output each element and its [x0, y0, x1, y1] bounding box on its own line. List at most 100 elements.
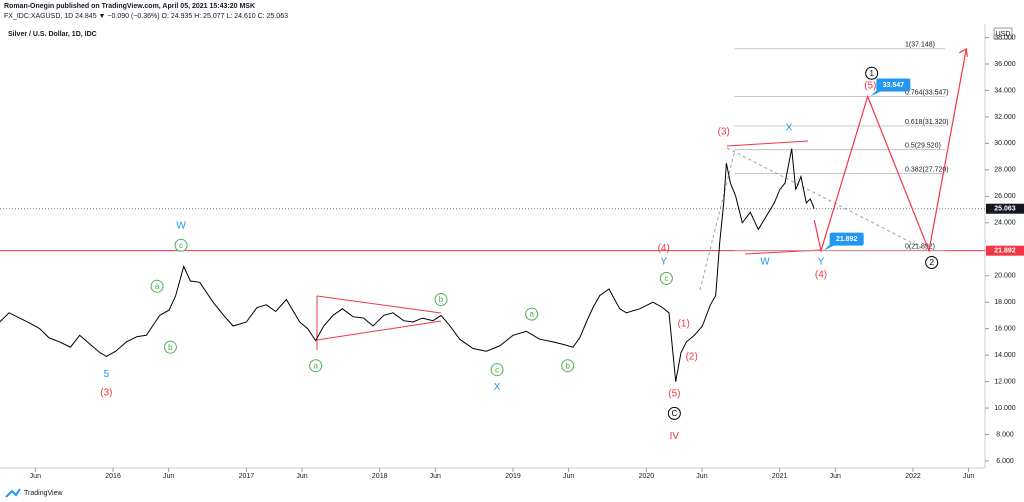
callout-box — [829, 232, 864, 246]
callout-label: 33.547 — [883, 82, 905, 89]
price-line — [0, 148, 815, 382]
wave-label: a — [313, 361, 318, 370]
wave-label: c — [179, 241, 183, 250]
x-tick-label: Jun — [830, 473, 841, 480]
callout-pointer — [823, 242, 836, 251]
fib-label: 0(21.892) — [905, 244, 935, 251]
wave-circle — [150, 279, 164, 293]
last-price-tag — [986, 203, 1024, 214]
y-axis-label: USD — [996, 31, 1011, 38]
wave-circle — [490, 363, 504, 377]
wave-circle — [667, 406, 681, 420]
wave-label: (1) — [678, 319, 690, 330]
wave-label: Y — [660, 256, 667, 267]
projection — [813, 48, 967, 254]
wave-circle — [659, 271, 673, 285]
x-tick-label: Jun — [430, 473, 441, 480]
fib-label: 0.764(33.547) — [905, 89, 949, 96]
wave-label: b — [565, 361, 570, 370]
triangle-upper — [316, 295, 442, 314]
level-tag — [986, 245, 1024, 256]
trend-line — [699, 149, 736, 291]
wave-label: a — [155, 282, 160, 291]
wave-label: 2 — [929, 258, 934, 267]
y-tick-label: 14.000 — [994, 352, 1016, 359]
y-tick-label: 10.000 — [994, 405, 1016, 412]
y-axis-label-box — [993, 27, 1013, 40]
arrow-head — [959, 47, 968, 57]
x-tick-label: Jun — [296, 473, 307, 480]
wave-label: (5) — [668, 389, 680, 400]
wave-label: b — [168, 343, 173, 352]
y-tick-label: 24.000 — [994, 220, 1016, 227]
wave-label: C — [671, 409, 677, 418]
y-tick-label: 28.000 — [994, 167, 1016, 174]
x-tick-label: 2017 — [239, 473, 255, 480]
wave-label: c — [664, 274, 668, 283]
wave-label: X — [786, 123, 793, 134]
wave-label: (4) — [815, 270, 827, 281]
wave-label: a — [529, 310, 534, 319]
wave-label: (2) — [686, 352, 698, 363]
wave-label: (3) — [718, 127, 730, 138]
y-tick-label: 20.000 — [994, 273, 1016, 280]
x-tick-label: Jun — [563, 473, 574, 480]
wave-label: 1 — [869, 69, 874, 78]
quote-line: FX_IDC:XAGUSD, 1D 24.845 ▼ −0.090 (−0.36… — [4, 13, 288, 20]
trend-line — [726, 147, 931, 253]
wave-label: (5) — [864, 80, 876, 91]
chart-title: Silver / U.S. Dollar, 1D, IDC — [8, 31, 97, 38]
x-tick-label: 2018 — [372, 473, 388, 480]
wave-label: W — [760, 256, 770, 267]
y-tick-label: 32.000 — [994, 114, 1016, 121]
y-tick-label: 8.000 — [996, 431, 1014, 438]
wave-circle — [163, 340, 177, 354]
triangle-upper — [726, 140, 809, 147]
wave-label: Y — [818, 256, 825, 267]
logo-icon — [5, 488, 21, 498]
x-tick-label: Jun — [163, 473, 174, 480]
y-tick-label: 36.000 — [994, 61, 1016, 68]
logo: TradingView — [5, 488, 63, 498]
x-tick-label: 2020 — [639, 473, 655, 480]
wave-label: X — [494, 382, 501, 393]
fib-label: 0.5(29.520) — [905, 143, 941, 150]
y-tick-label: 26.000 — [994, 193, 1016, 200]
wave-label: IV — [670, 431, 680, 442]
wave-label: 5 — [104, 369, 110, 380]
x-tick-label: Jun — [696, 473, 707, 480]
fib-label: 1(37.148) — [905, 42, 935, 49]
y-tick-label: 6.000 — [996, 458, 1014, 465]
wave-label: (4) — [658, 243, 670, 254]
wave-label: b — [439, 295, 444, 304]
x-tick-label: 2019 — [505, 473, 521, 480]
y-tick-label: 30.000 — [994, 140, 1016, 147]
callout-pointer — [870, 88, 883, 97]
wave-label: c — [495, 365, 499, 374]
wave-label: W — [176, 221, 186, 232]
callout-box — [876, 78, 911, 92]
y-tick-label: 12.000 — [994, 378, 1016, 385]
wave-circle — [309, 359, 323, 373]
wave-label: (3) — [100, 387, 112, 398]
callout-label: 21.892 — [836, 236, 858, 243]
y-tick-label: 18.000 — [994, 299, 1016, 306]
x-tick-label: 2021 — [772, 473, 788, 480]
triangle-lower — [316, 320, 442, 341]
x-tick-label: Jun — [963, 473, 974, 480]
wave-circle — [434, 293, 448, 307]
level-tag-label: 21.892 — [994, 248, 1016, 255]
wave-circle — [174, 238, 188, 252]
y-tick-label: 16.000 — [994, 325, 1016, 332]
x-tick-label: 2016 — [105, 473, 121, 480]
y-tick-label: 38.000 — [994, 34, 1016, 41]
x-tick-label: 2022 — [905, 473, 921, 480]
fib-label: 0.382(27.720) — [905, 166, 949, 173]
x-tick-label: Jun — [30, 473, 41, 480]
footer: TradingView — [24, 490, 63, 497]
wave-circle — [865, 66, 879, 80]
fib-label: 0.618(31.320) — [905, 119, 949, 126]
